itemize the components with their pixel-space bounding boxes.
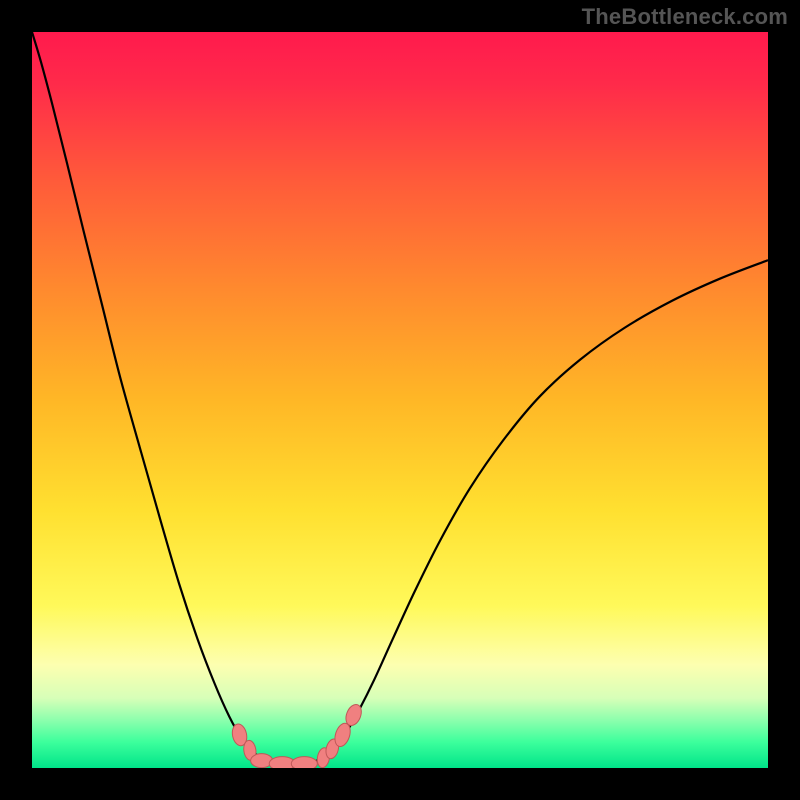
curve-marker: [291, 757, 317, 771]
watermark-label: TheBottleneck.com: [582, 4, 788, 30]
bottleneck-chart: [0, 0, 800, 800]
chart-background: [32, 32, 768, 768]
chart-frame: TheBottleneck.com: [0, 0, 800, 800]
